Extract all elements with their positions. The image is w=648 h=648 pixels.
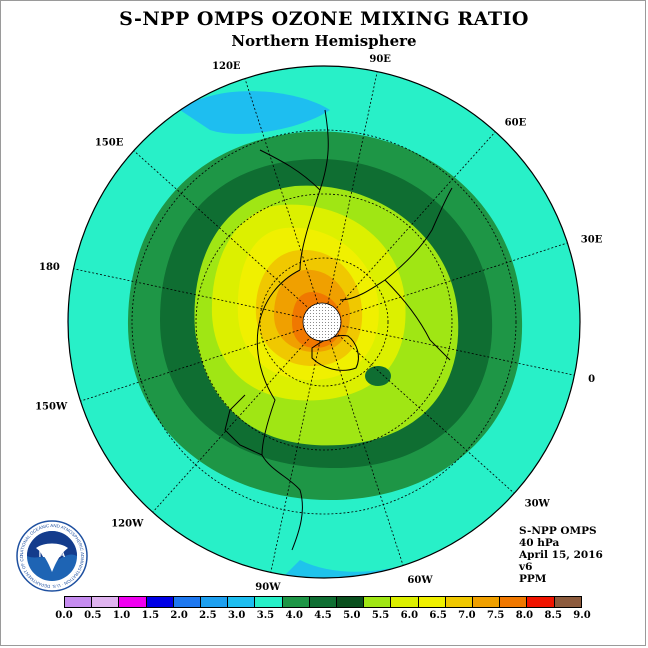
longitude-label: 150E — [95, 137, 124, 148]
colorbar-swatch — [337, 597, 365, 607]
longitude-label: 60E — [505, 117, 527, 128]
colorbar-tick-label: 8.5 — [544, 610, 562, 621]
coastline-eurasia-asia — [259, 109, 329, 271]
coastline-eurasia-europe — [339, 187, 453, 361]
meridian-line — [270, 340, 321, 573]
colorbar-swatch — [255, 597, 283, 607]
meridian-line — [342, 325, 575, 376]
info-instrument: S-NPP OMPS — [519, 525, 597, 537]
longitude-label: 30W — [525, 499, 551, 510]
coastline-americas — [224, 269, 303, 551]
colorbar-swatch — [391, 597, 419, 607]
colorbar-swatch — [309, 597, 338, 607]
latitude-circle-80n — [259, 257, 389, 387]
colorbar-tick-labels: 0.0 0.5 1.0 1.5 2.0 2.5 3.0 3.5 4.0 4.5 5.0 5.5 6.0 6… — [55, 610, 590, 624]
meridian-line — [133, 150, 311, 310]
info-pressure: 40 hPa — [519, 537, 560, 549]
colorbar-swatch — [554, 597, 581, 607]
colorbar-swatch — [201, 597, 229, 607]
meridian-line — [329, 339, 404, 566]
coastlines — [224, 109, 453, 551]
info-version: v6 — [519, 561, 533, 573]
meridian-line — [80, 327, 307, 402]
field-band-45-50-island — [365, 366, 391, 386]
colorbar-swatch — [146, 597, 174, 607]
colorbar-tick-label: 5.5 — [371, 610, 390, 621]
colorbar-tick-label: 7.5 — [486, 610, 505, 621]
longitude-label: 0 — [588, 374, 595, 385]
colorbar-tick-label: 0.0 — [55, 610, 73, 621]
polar-no-data-cap — [302, 302, 342, 342]
longitude-label: 90W — [255, 582, 281, 593]
colorbar-tick-label: 3.0 — [227, 610, 246, 621]
meridian-line — [327, 71, 378, 304]
colorbar-swatch — [500, 597, 528, 607]
map-boundary-equator — [67, 65, 581, 579]
page-subtitle: Northern Hemisphere — [231, 32, 417, 50]
colorbar-swatch — [527, 597, 555, 607]
meridian-line — [336, 131, 496, 309]
meridian-line — [73, 268, 306, 319]
meridian-line — [244, 78, 319, 305]
colorbar-tick-label: 2.5 — [199, 610, 217, 621]
latitude-circle-60n — [195, 193, 453, 451]
colorbar-tick-label: 7.0 — [458, 610, 476, 621]
longitude-label: 120E — [212, 61, 241, 72]
longitude-label: 180 — [39, 262, 60, 273]
colorbar-tick-label: 3.5 — [256, 610, 275, 621]
colorbar-tick-label: 9.0 — [573, 610, 591, 621]
colorbar-swatch — [473, 597, 501, 607]
noaa-emblem: NOAA NATIONAL OCEANIC AND ATMOSPHERIC AD… — [14, 516, 88, 592]
colorbar-tick-label: 6.5 — [429, 610, 447, 621]
meridian-line — [152, 335, 312, 513]
colorbar-swatch — [92, 597, 120, 607]
colorbar-tick-label: 4.0 — [285, 610, 303, 621]
colorbar-tick-label: 6.0 — [400, 610, 419, 621]
noaa-logo: NOAA NATIONAL OCEANIC AND ATMOSPHERIC AD… — [14, 516, 88, 592]
colorbar-tick-label: 0.5 — [84, 610, 102, 621]
colorbar-tick-label: 5.0 — [343, 610, 361, 621]
meridian-line — [341, 242, 568, 317]
longitude-label: 120W — [111, 519, 144, 530]
noaa-logo-text: NOAA — [39, 549, 66, 559]
page-title: S-NPP OMPS OZONE MIXING RATIO — [119, 8, 529, 30]
longitude-label: 60W — [407, 575, 433, 586]
colorbar-swatch — [282, 597, 310, 607]
meridian-line — [337, 334, 515, 494]
colorbar-swatch — [173, 597, 202, 607]
field-band-30-35-north — [180, 91, 330, 134]
colorbar-tick-label: 2.0 — [170, 610, 188, 621]
colorbar-swatch — [119, 597, 147, 607]
colorbar-swatch — [418, 597, 446, 607]
colorbar-swatch — [364, 597, 392, 607]
colorbar-tick-label: 8.0 — [515, 610, 534, 621]
colorbar-tick-label: 1.0 — [112, 610, 131, 621]
info-date: April 15, 2016 — [519, 549, 603, 561]
colorbar-tick-label: 4.5 — [314, 610, 332, 621]
info-block: S-NPP OMPS 40 hPa April 15, 2016 v6 PPM — [519, 525, 603, 585]
colorbar-swatch — [228, 597, 256, 607]
info-units: PPM — [519, 573, 547, 585]
graticule — [73, 71, 575, 573]
colorbar-tick-label: 1.5 — [141, 610, 160, 621]
latitude-circle-40n — [131, 129, 517, 515]
colorbar — [64, 596, 582, 608]
longitude-label: 150W — [35, 401, 68, 412]
longitude-label: 30E — [581, 235, 603, 246]
colorbar-swatch — [65, 597, 93, 607]
colorbar-swatch — [445, 597, 474, 607]
longitude-label: 90E — [369, 54, 391, 65]
